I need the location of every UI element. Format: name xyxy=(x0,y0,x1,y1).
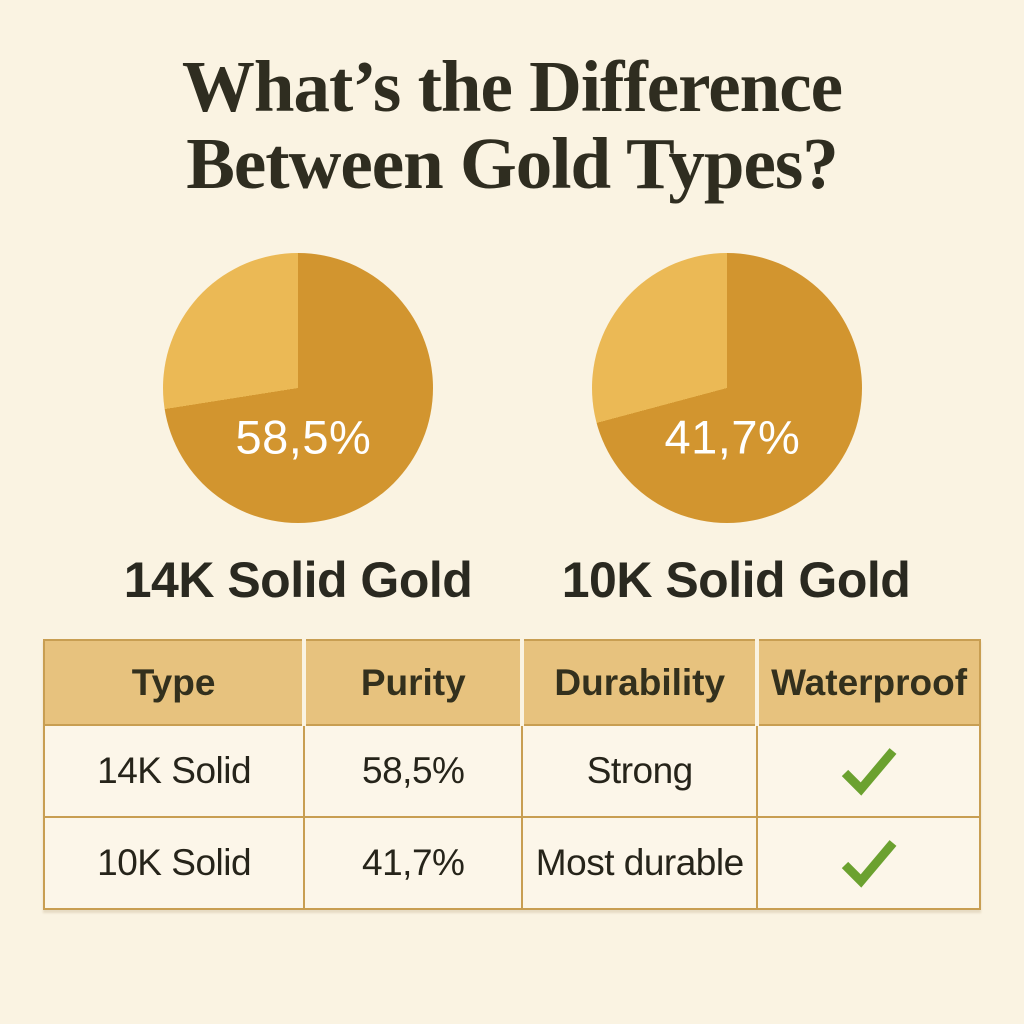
column-header-type: Type xyxy=(42,639,306,726)
cell-type: 14K Solid xyxy=(42,724,306,818)
pie-title-14k: 14K Solid Gold xyxy=(123,552,473,608)
pie-chart-14k: 58,5% xyxy=(163,253,433,523)
table-header-row: Type Purity Durability Waterproof xyxy=(42,639,981,726)
cell-durability: Strong xyxy=(521,724,759,818)
column-header-purity: Purity xyxy=(302,639,524,726)
cell-waterproof xyxy=(756,816,981,910)
cell-purity: 58,5% xyxy=(303,724,524,818)
table-row: 14K Solid 58,5% Strong xyxy=(42,724,981,818)
pie-percent-label-14k: 58,5% xyxy=(235,410,372,464)
column-header-waterproof: Waterproof xyxy=(755,639,981,726)
pie-title-10k: 10K Solid Gold xyxy=(561,552,911,608)
pie-percent-label-10k: 41,7% xyxy=(664,410,801,464)
comparison-table: Type Purity Durability Waterproof 14K So… xyxy=(42,639,981,910)
page-title: What’s the Difference Between Gold Types? xyxy=(0,48,1024,203)
title-line-2: Between Gold Types? xyxy=(186,123,839,205)
cell-waterproof xyxy=(756,724,981,818)
cell-durability: Most durable xyxy=(521,816,759,910)
cell-purity: 41,7% xyxy=(303,816,524,910)
title-line-1: What’s the Difference xyxy=(181,46,843,127)
table-row: 10K Solid 41,7% Most durable xyxy=(42,816,981,910)
checkmark-icon xyxy=(841,840,897,888)
checkmark-icon xyxy=(841,748,897,796)
cell-type: 10K Solid xyxy=(42,816,306,910)
column-header-durability: Durability xyxy=(520,639,759,726)
pie-chart-10k: 41,7% xyxy=(592,253,862,523)
